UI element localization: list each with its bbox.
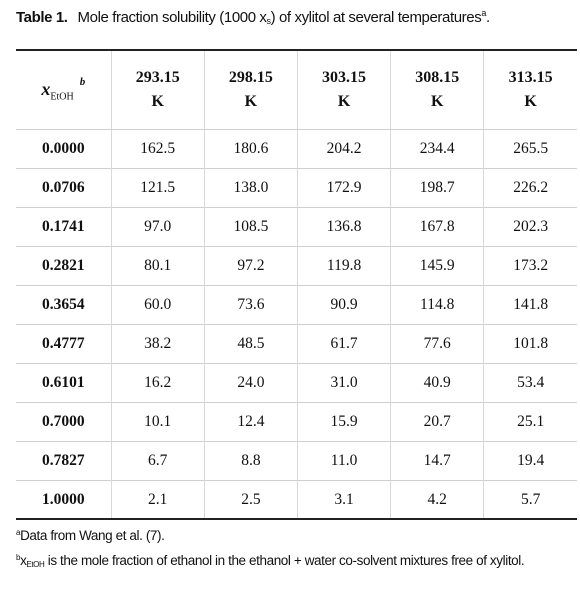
solubility-cell: 172.9 <box>296 168 391 208</box>
solubility-cell: 119.8 <box>296 246 391 286</box>
ethanol-fraction-symbol: xEtOHb <box>41 76 86 103</box>
solubility-cell: 5.7 <box>483 480 577 519</box>
solubility-cell: 53.4 <box>483 363 577 403</box>
solubility-cell: 2.1 <box>110 480 205 519</box>
header-ethanol-fraction: xEtOHb <box>16 51 112 130</box>
solubility-table: xEtOHb 293.15 K 298.15 K 303.15 K 308.15 K 3… <box>16 51 577 519</box>
row-ethanol-fraction: 0.2821 <box>16 246 112 286</box>
table-row: 0.7000 10.1 12.4 15.9 20.7 25.1 <box>16 402 577 442</box>
row-ethanol-fraction: 0.0706 <box>16 168 112 208</box>
solubility-cell: 121.5 <box>110 168 205 208</box>
table-row: 0.4777 38.2 48.5 61.7 77.6 101.8 <box>16 324 577 364</box>
solubility-cell: 73.6 <box>203 285 298 325</box>
solubility-cell: 162.5 <box>110 129 205 169</box>
row-ethanol-fraction: 0.4777 <box>16 324 112 364</box>
solubility-cell: 97.0 <box>110 207 205 247</box>
solubility-cell: 10.1 <box>110 402 205 442</box>
footnote-a: aData from Wang et al. (7). <box>16 528 165 543</box>
solubility-cell: 8.8 <box>203 441 298 481</box>
header-temperature: 298.15 K <box>203 51 298 130</box>
table-top-rule <box>16 49 577 51</box>
solubility-cell: 20.7 <box>390 402 484 442</box>
row-ethanol-fraction: 1.0000 <box>16 480 112 519</box>
solubility-cell: 173.2 <box>483 246 577 286</box>
row-ethanol-fraction: 0.7000 <box>16 402 112 442</box>
caption-footnote-mark: a <box>481 8 486 18</box>
caption-subscript: s <box>266 16 272 26</box>
table-row: 0.3654 60.0 73.6 90.9 114.8 141.8 <box>16 285 577 325</box>
solubility-cell: 31.0 <box>296 363 391 403</box>
solubility-cell: 48.5 <box>203 324 298 364</box>
solubility-cell: 97.2 <box>203 246 298 286</box>
solubility-cell: 11.0 <box>296 441 391 481</box>
table-row: 0.0706 121.5 138.0 172.9 198.7 226.2 <box>16 168 577 208</box>
solubility-cell: 6.7 <box>110 441 205 481</box>
caption-text-after: ) of xylitol at several temperatures <box>270 9 482 26</box>
row-ethanol-fraction: 0.1741 <box>16 207 112 247</box>
row-ethanol-fraction: 0.7827 <box>16 441 112 481</box>
header-temperature: 308.15 K <box>390 51 484 130</box>
solubility-cell: 14.7 <box>390 441 484 481</box>
solubility-cell: 24.0 <box>203 363 298 403</box>
solubility-cell: 38.2 <box>110 324 205 364</box>
table-body: 0.0000 162.5 180.6 204.2 234.4 265.5 0.0706 121… <box>16 129 577 519</box>
table-row: 0.1741 97.0 108.5 136.8 167.8 202.3 <box>16 207 577 247</box>
solubility-cell: 12.4 <box>203 402 298 442</box>
table-row: 0.6101 16.2 24.0 31.0 40.9 53.4 <box>16 363 577 403</box>
table-row: 0.2821 80.1 97.2 119.8 145.9 173.2 <box>16 246 577 286</box>
solubility-cell: 202.3 <box>483 207 577 247</box>
caption-text-before: Mole fraction solubility (1000 x <box>77 9 267 26</box>
solubility-cell: 4.2 <box>390 480 484 519</box>
header-temperature: 293.15 K <box>110 51 205 130</box>
solubility-cell: 19.4 <box>483 441 577 481</box>
solubility-cell: 60.0 <box>110 285 205 325</box>
row-ethanol-fraction: 0.6101 <box>16 363 112 403</box>
row-ethanol-fraction: 0.3654 <box>16 285 112 325</box>
solubility-cell: 15.9 <box>296 402 391 442</box>
solubility-cell: 80.1 <box>110 246 205 286</box>
footnote-b: bxEtOH is the mole fraction of ethanol i… <box>16 553 525 569</box>
row-ethanol-fraction: 0.0000 <box>16 129 112 169</box>
solubility-cell: 16.2 <box>110 363 205 403</box>
header-temperature: 313.15 K <box>483 51 577 130</box>
solubility-cell: 265.5 <box>483 129 577 169</box>
caption-end: . <box>485 9 490 26</box>
solubility-cell: 114.8 <box>390 285 484 325</box>
solubility-cell: 234.4 <box>390 129 484 169</box>
solubility-cell: 138.0 <box>203 168 298 208</box>
table-row: 1.0000 2.1 2.5 3.1 4.2 5.7 <box>16 480 577 519</box>
solubility-cell: 180.6 <box>203 129 298 169</box>
table-row: 0.0000 162.5 180.6 204.2 234.4 265.5 <box>16 129 577 169</box>
solubility-cell: 167.8 <box>390 207 484 247</box>
solubility-cell: 2.5 <box>203 480 298 519</box>
solubility-cell: 25.1 <box>483 402 577 442</box>
table-bottom-rule <box>16 518 577 520</box>
table-footnotes: aData from Wang et al. (7). bxEtOH is th… <box>16 528 576 579</box>
solubility-cell: 61.7 <box>296 324 391 364</box>
solubility-cell: 3.1 <box>296 480 391 519</box>
table-label: Table 1. <box>16 9 68 26</box>
solubility-cell: 198.7 <box>390 168 484 208</box>
solubility-cell: 136.8 <box>296 207 391 247</box>
solubility-cell: 90.9 <box>296 285 391 325</box>
solubility-cell: 40.9 <box>390 363 484 403</box>
solubility-cell: 145.9 <box>390 246 484 286</box>
table-row: 0.7827 6.7 8.8 11.0 14.7 19.4 <box>16 441 577 481</box>
solubility-cell: 77.6 <box>390 324 484 364</box>
header-row: xEtOHb 293.15 K 298.15 K 303.15 K 308.15 K 3… <box>16 51 577 130</box>
solubility-cell: 226.2 <box>483 168 577 208</box>
solubility-cell: 108.5 <box>203 207 298 247</box>
solubility-cell: 101.8 <box>483 324 577 364</box>
header-temperature: 303.15 K <box>296 51 391 130</box>
table-caption: Table 1. Mole fraction solubility (1000 x… <box>16 8 576 26</box>
solubility-cell: 204.2 <box>296 129 391 169</box>
solubility-cell: 141.8 <box>483 285 577 325</box>
